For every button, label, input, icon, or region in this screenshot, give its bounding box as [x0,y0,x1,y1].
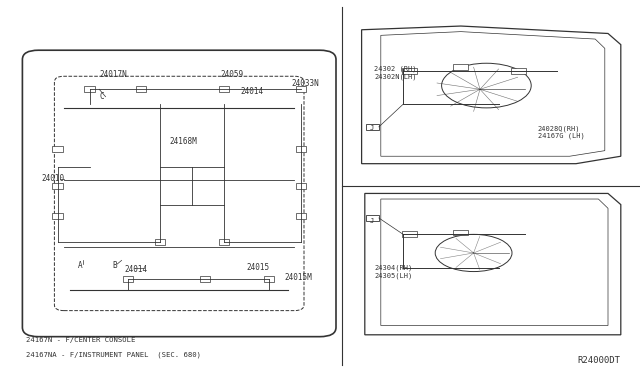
Bar [296,86,306,92]
Text: 24017N: 24017N [99,70,127,79]
Text: 24015M: 24015M [285,273,312,282]
Text: J: J [370,125,374,131]
Text: C: C [99,92,104,101]
Bar [84,86,95,92]
Bar [200,276,210,282]
Bar [402,231,417,237]
Bar [219,239,229,245]
Bar [402,68,417,74]
Bar [155,239,165,245]
Bar [366,124,379,130]
Text: 24059: 24059 [221,70,244,79]
Bar [366,215,379,221]
Bar [123,276,133,282]
Text: 24167NA - F/INSTRUMENT PANEL  (SEC. 680): 24167NA - F/INSTRUMENT PANEL (SEC. 680) [26,351,200,358]
Bar [296,146,306,152]
Bar [296,183,306,189]
Bar [264,276,274,282]
Text: J: J [370,218,374,224]
Text: 24167G (LH): 24167G (LH) [538,132,584,139]
Text: 24010: 24010 [42,174,65,183]
Bar [453,230,468,235]
Bar [453,64,468,70]
Bar [52,183,63,189]
Text: A: A [78,262,83,270]
Bar [52,146,63,152]
Text: 24014: 24014 [125,265,148,274]
Text: 24302 (RH): 24302 (RH) [374,65,417,72]
Text: 24304(RH): 24304(RH) [374,264,413,271]
Text: 24028Q(RH): 24028Q(RH) [538,125,580,132]
Bar [136,86,146,92]
Text: 24033N: 24033N [291,79,319,88]
Text: 24302N(LH): 24302N(LH) [374,73,417,80]
Bar [296,213,306,219]
Text: 24305(LH): 24305(LH) [374,272,413,279]
Bar [511,68,526,74]
Bar [52,213,63,219]
Text: R24000DT: R24000DT [578,356,621,365]
Text: B: B [112,262,116,270]
Text: 24168M: 24168M [170,137,197,146]
Text: 24014: 24014 [240,87,263,96]
Bar [219,86,229,92]
Text: 24167N - F/CENTER CONSOLE: 24167N - F/CENTER CONSOLE [26,337,135,343]
Text: 24015: 24015 [246,263,269,272]
